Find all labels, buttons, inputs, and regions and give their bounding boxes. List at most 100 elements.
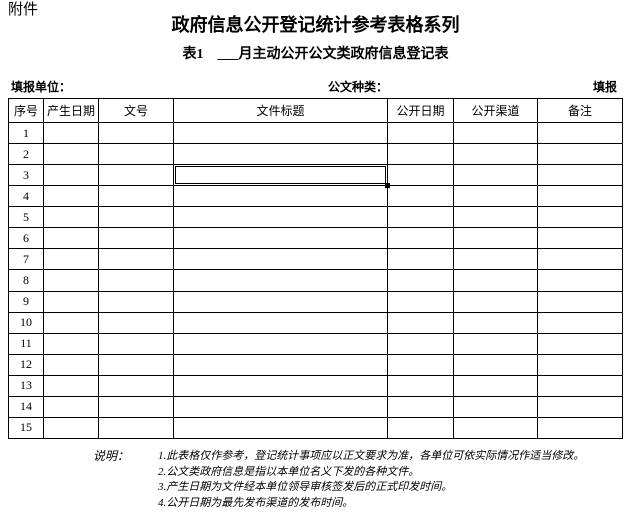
- cell-doc_title-row-1[interactable]: [173, 121, 388, 145]
- cell-create_date-row-14[interactable]: [43, 395, 99, 418]
- selection-fill-handle[interactable]: [385, 183, 390, 189]
- cell-publish_date-row-1[interactable]: [387, 121, 454, 145]
- cell-publish_date-row-3[interactable]: [387, 164, 454, 187]
- cell-publish_channel-row-1[interactable]: [453, 121, 538, 145]
- cell-create_date-row-11[interactable]: [43, 332, 99, 355]
- cell-publish_date-row-7[interactable]: [387, 248, 454, 271]
- cell-doc_number-row-6[interactable]: [98, 227, 174, 250]
- cell-doc_number-row-5[interactable]: [98, 206, 174, 229]
- column-header-remarks[interactable]: 备注: [537, 98, 623, 123]
- cell-doc_number-row-1[interactable]: [98, 121, 174, 145]
- column-header-publish_date[interactable]: 公开日期: [387, 98, 454, 123]
- cell-publish_channel-row-4[interactable]: [453, 185, 538, 208]
- cell-doc_number-row-13[interactable]: [98, 374, 174, 397]
- cell-doc_number-row-9[interactable]: [98, 290, 174, 313]
- cell-publish_channel-row-13[interactable]: [453, 374, 538, 397]
- cell-remarks-row-13[interactable]: [537, 374, 623, 397]
- cell-doc_title-row-13[interactable]: [173, 374, 388, 397]
- cell-doc_title-row-11[interactable]: [173, 332, 388, 355]
- cell-remarks-row-2[interactable]: [537, 143, 623, 166]
- cell-create_date-row-12[interactable]: [43, 353, 99, 376]
- cell-create_date-row-13[interactable]: [43, 374, 99, 397]
- cell-doc_number-row-8[interactable]: [98, 269, 174, 292]
- cell-create_date-row-15[interactable]: [43, 416, 99, 439]
- cell-publish_channel-row-7[interactable]: [453, 248, 538, 271]
- cell-publish_date-row-14[interactable]: [387, 395, 454, 418]
- cell-doc_title-row-14[interactable]: [173, 395, 388, 418]
- cell-remarks-row-9[interactable]: [537, 290, 623, 313]
- cell-remarks-row-4[interactable]: [537, 185, 623, 208]
- cell-publish_channel-row-12[interactable]: [453, 353, 538, 376]
- cell-publish_date-row-6[interactable]: [387, 227, 454, 250]
- cell-publish_channel-row-10[interactable]: [453, 311, 538, 334]
- cell-remarks-row-1[interactable]: [537, 121, 623, 145]
- cell-publish_date-row-15[interactable]: [387, 416, 454, 439]
- cell-publish_date-row-10[interactable]: [387, 311, 454, 334]
- cell-doc_title-row-10[interactable]: [173, 311, 388, 334]
- column-header-doc_title[interactable]: 文件标题: [173, 98, 388, 123]
- selected-cell[interactable]: [173, 164, 390, 189]
- cell-doc_title-row-4[interactable]: [173, 185, 388, 208]
- table-row-6: 6: [8, 227, 623, 250]
- cell-publish_channel-row-11[interactable]: [453, 332, 538, 355]
- cell-doc_number-row-4[interactable]: [98, 185, 174, 208]
- cell-publish_date-row-5[interactable]: [387, 206, 454, 229]
- cell-doc_title-row-6[interactable]: [173, 227, 388, 250]
- cell-create_date-row-1[interactable]: [43, 121, 99, 145]
- cell-create_date-row-4[interactable]: [43, 185, 99, 208]
- cell-doc_title-row-15[interactable]: [173, 416, 388, 439]
- column-header-create_date[interactable]: 产生日期: [43, 98, 99, 123]
- cell-publish_channel-row-9[interactable]: [453, 290, 538, 313]
- cell-remarks-row-6[interactable]: [537, 227, 623, 250]
- cell-create_date-row-7[interactable]: [43, 248, 99, 271]
- column-header-index[interactable]: 序号: [8, 98, 44, 123]
- cell-publish_channel-row-5[interactable]: [453, 206, 538, 229]
- cell-create_date-row-2[interactable]: [43, 143, 99, 166]
- cell-doc_number-row-3[interactable]: [98, 164, 174, 187]
- row-number-cell: 12: [8, 353, 44, 376]
- cell-doc_title-row-9[interactable]: [173, 290, 388, 313]
- cell-publish_channel-row-2[interactable]: [453, 143, 538, 166]
- cell-remarks-row-11[interactable]: [537, 332, 623, 355]
- cell-create_date-row-9[interactable]: [43, 290, 99, 313]
- cell-remarks-row-14[interactable]: [537, 395, 623, 418]
- cell-publish_date-row-9[interactable]: [387, 290, 454, 313]
- cell-doc_title-row-8[interactable]: [173, 269, 388, 292]
- cell-doc_number-row-7[interactable]: [98, 248, 174, 271]
- cell-remarks-row-12[interactable]: [537, 353, 623, 376]
- cell-remarks-row-5[interactable]: [537, 206, 623, 229]
- cell-remarks-row-7[interactable]: [537, 248, 623, 271]
- column-header-doc_number[interactable]: 文号: [98, 98, 174, 123]
- cell-doc_number-row-14[interactable]: [98, 395, 174, 418]
- cell-doc_number-row-12[interactable]: [98, 353, 174, 376]
- cell-publish_channel-row-6[interactable]: [453, 227, 538, 250]
- cell-publish_date-row-8[interactable]: [387, 269, 454, 292]
- cell-publish_channel-row-8[interactable]: [453, 269, 538, 292]
- cell-doc_number-row-2[interactable]: [98, 143, 174, 166]
- cell-create_date-row-5[interactable]: [43, 206, 99, 229]
- cell-remarks-row-8[interactable]: [537, 269, 623, 292]
- cell-doc_number-row-15[interactable]: [98, 416, 174, 439]
- cell-publish_date-row-4[interactable]: [387, 185, 454, 208]
- cell-doc_title-row-5[interactable]: [173, 206, 388, 229]
- column-header-publish_channel[interactable]: 公开渠道: [453, 98, 538, 123]
- cell-publish_channel-row-14[interactable]: [453, 395, 538, 418]
- cell-publish_date-row-12[interactable]: [387, 353, 454, 376]
- cell-doc_number-row-10[interactable]: [98, 311, 174, 334]
- cell-create_date-row-3[interactable]: [43, 164, 99, 187]
- cell-create_date-row-8[interactable]: [43, 269, 99, 292]
- cell-publish_date-row-2[interactable]: [387, 143, 454, 166]
- cell-remarks-row-3[interactable]: [537, 164, 623, 187]
- cell-doc_number-row-11[interactable]: [98, 332, 174, 355]
- cell-create_date-row-10[interactable]: [43, 311, 99, 334]
- cell-doc_title-row-7[interactable]: [173, 248, 388, 271]
- cell-remarks-row-10[interactable]: [537, 311, 623, 334]
- cell-doc_title-row-2[interactable]: [173, 143, 388, 166]
- cell-publish_channel-row-15[interactable]: [453, 416, 538, 439]
- cell-publish_channel-row-3[interactable]: [453, 164, 538, 187]
- cell-remarks-row-15[interactable]: [537, 416, 623, 439]
- cell-publish_date-row-11[interactable]: [387, 332, 454, 355]
- cell-create_date-row-6[interactable]: [43, 227, 99, 250]
- cell-publish_date-row-13[interactable]: [387, 374, 454, 397]
- cell-doc_title-row-12[interactable]: [173, 353, 388, 376]
